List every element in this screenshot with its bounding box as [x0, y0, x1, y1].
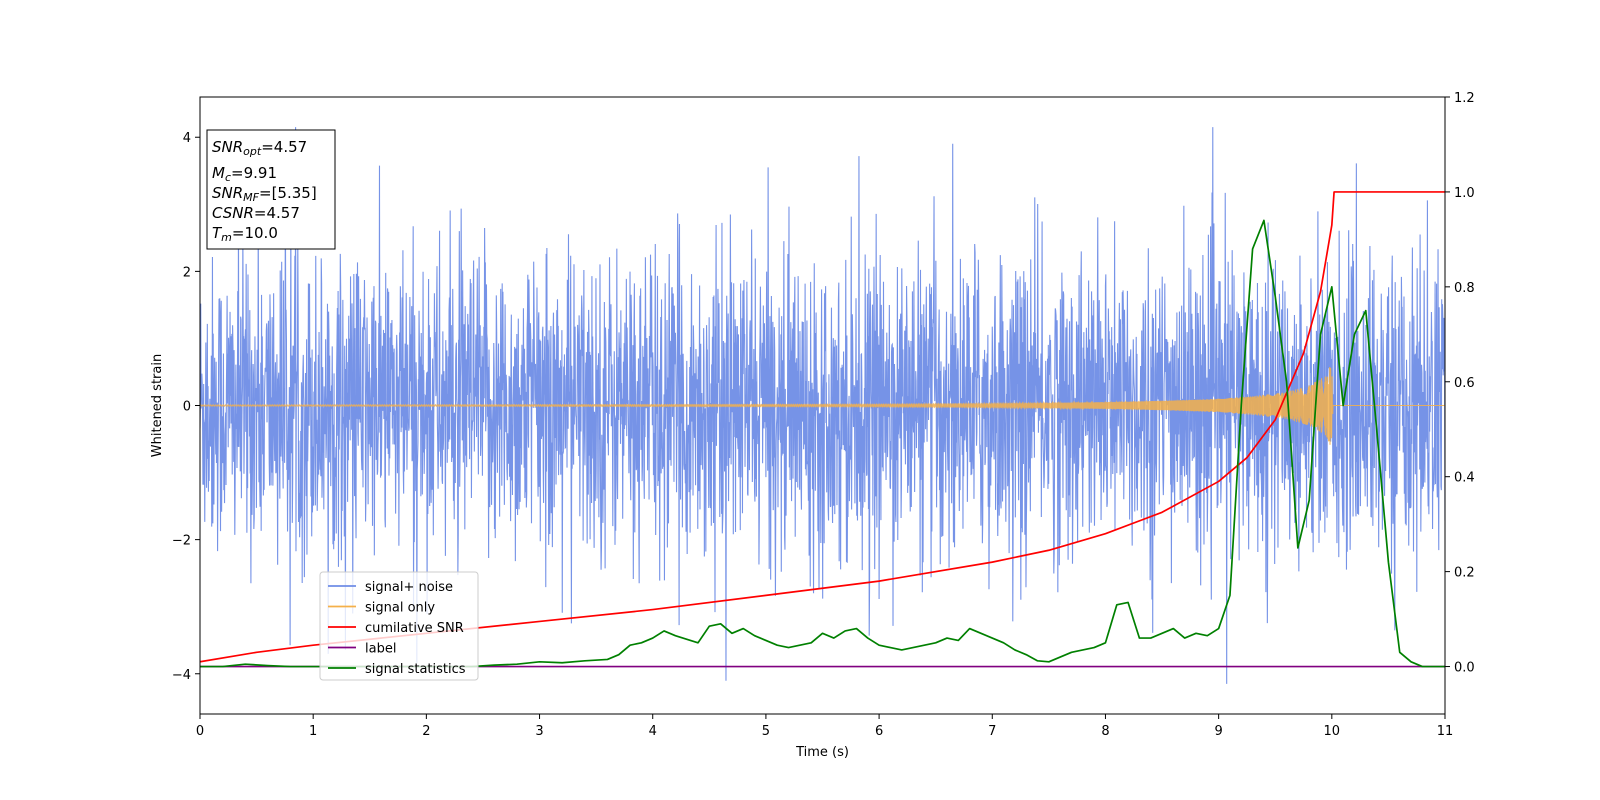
legend-entry-label: signal+ noise	[365, 580, 453, 595]
x-tick-label: 9	[1214, 724, 1222, 739]
legend: signal+ noise signal only cumilative SNR la…	[319, 571, 479, 681]
x-tick-label: 11	[1437, 724, 1454, 739]
series-signal-noise-line	[200, 127, 1445, 684]
y2-tick-label: 0.8	[1454, 281, 1475, 296]
annotation-box-frame	[206, 129, 336, 250]
x-tick-label: 6	[875, 724, 883, 739]
x-tick-label: 2	[422, 724, 430, 739]
legend-frame	[319, 571, 479, 681]
x-tick-label: 7	[988, 724, 996, 739]
x-tick-label: 3	[535, 724, 543, 739]
x-axis-title: Time (s)	[795, 745, 849, 760]
x-tick-label: 5	[762, 724, 770, 739]
y-axis-right: 0.0 0.2 0.4 0.6 0.8 1.0 1.2	[1445, 91, 1475, 676]
x-tick-label: 4	[649, 724, 657, 739]
series-signal-only-line	[200, 367, 1445, 445]
y2-tick-label: 1.0	[1454, 186, 1475, 201]
y-tick-label: 2	[183, 265, 191, 280]
y2-tick-label: 1.2	[1454, 91, 1475, 106]
y2-tick-label: 0.4	[1454, 471, 1475, 486]
y2-tick-label: 0.0	[1454, 661, 1475, 676]
series-signal-statistics-line	[200, 219, 1445, 668]
x-tick-label: 8	[1101, 724, 1109, 739]
x-tick-label: 10	[1324, 724, 1341, 739]
annotation-line: SNRMF=[5.35]	[212, 184, 317, 204]
y-axis-title: Whitened strain	[150, 354, 165, 457]
y-tick-label: −4	[172, 668, 191, 683]
annotation-line: SNRopt=4.57	[212, 138, 307, 158]
x-tick-label: 0	[196, 724, 204, 739]
annotation-line: CSNR=4.57	[212, 204, 300, 222]
x-tick-label: 1	[309, 724, 317, 739]
legend-entry-label: signal only	[365, 601, 435, 616]
y-tick-label: 4	[183, 131, 191, 146]
y2-tick-label: 0.2	[1454, 566, 1475, 581]
annotation-line: Tm=10.0	[212, 224, 278, 244]
legend-entry-label: label	[365, 642, 396, 657]
legend-entry-label: signal statistics	[365, 662, 466, 677]
y2-tick-label: 0.6	[1454, 376, 1475, 391]
y-tick-label: 0	[183, 400, 191, 415]
x-axis: 0 1 2 3 4 5 6 7 8 9 10 11	[196, 714, 1453, 739]
y-tick-label: −2	[172, 534, 191, 549]
y-axis-left: −4 −2 0 2 4	[172, 131, 200, 683]
annotation-line: Mc=9.91	[212, 164, 277, 184]
legend-entry-label: cumilative SNR	[365, 621, 464, 636]
